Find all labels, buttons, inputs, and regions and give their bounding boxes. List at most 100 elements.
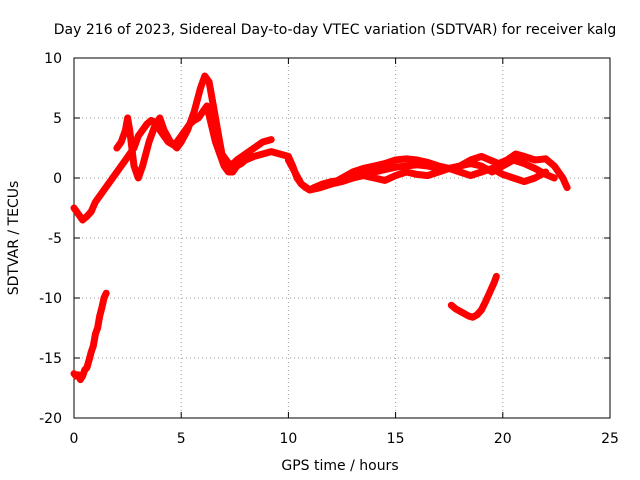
data-point bbox=[195, 115, 202, 121]
data-point bbox=[360, 165, 367, 172]
data-point bbox=[178, 139, 185, 145]
data-point bbox=[403, 163, 410, 169]
data-point bbox=[521, 178, 528, 185]
data-point bbox=[424, 159, 431, 166]
data-point bbox=[161, 127, 167, 133]
data-point bbox=[88, 349, 95, 355]
data-point bbox=[478, 163, 485, 169]
y-axis-label: SDTVAR / TECUs bbox=[6, 181, 22, 296]
data-point bbox=[478, 307, 485, 313]
data-point bbox=[98, 304, 105, 311]
data-point bbox=[491, 279, 498, 286]
data-point bbox=[551, 175, 558, 181]
data-point bbox=[392, 157, 399, 163]
series-track-4 bbox=[327, 164, 550, 188]
data-point bbox=[532, 165, 538, 172]
data-point bbox=[143, 121, 150, 127]
data-point bbox=[83, 213, 90, 220]
data-point bbox=[268, 148, 275, 155]
x-tick-label: 25 bbox=[601, 431, 619, 447]
data-point bbox=[242, 151, 249, 157]
data-point bbox=[559, 175, 566, 181]
data-point bbox=[564, 184, 571, 191]
data-point bbox=[456, 163, 463, 169]
data-point bbox=[392, 164, 399, 171]
data-point bbox=[493, 273, 500, 280]
data-point bbox=[139, 127, 146, 133]
grid-lines bbox=[74, 58, 610, 418]
data-point bbox=[90, 343, 97, 349]
data-point bbox=[499, 171, 506, 178]
data-point bbox=[448, 302, 455, 309]
y-tick-label: -10 bbox=[39, 291, 62, 307]
data-point bbox=[105, 181, 112, 187]
data-point bbox=[146, 139, 152, 145]
data-point bbox=[79, 217, 86, 223]
data-point bbox=[542, 155, 549, 162]
data-point bbox=[482, 298, 489, 305]
chart-title: Day 216 of 2023, Sidereal Day-to-day VTE… bbox=[54, 22, 616, 38]
data-point bbox=[512, 151, 519, 157]
data-point bbox=[456, 308, 463, 315]
data-point bbox=[251, 145, 258, 151]
x-tick-label: 5 bbox=[177, 431, 186, 447]
data-point bbox=[521, 153, 528, 160]
data-point bbox=[86, 357, 92, 364]
data-point bbox=[126, 127, 133, 133]
data-point bbox=[101, 295, 107, 301]
data-point bbox=[285, 157, 292, 163]
y-tick-label: -5 bbox=[48, 231, 62, 247]
data-point bbox=[452, 305, 459, 312]
data-point bbox=[124, 115, 131, 121]
data-point bbox=[298, 181, 305, 187]
data-point bbox=[381, 177, 388, 184]
data-point bbox=[317, 184, 324, 191]
data-point bbox=[203, 103, 210, 109]
data-point bbox=[456, 169, 463, 175]
data-point bbox=[328, 181, 335, 187]
data-point bbox=[551, 163, 558, 169]
data-point bbox=[349, 175, 356, 181]
data-point bbox=[542, 169, 549, 175]
data-point bbox=[199, 109, 206, 115]
data-point bbox=[461, 310, 468, 317]
data-point bbox=[79, 373, 86, 379]
data-point bbox=[349, 169, 356, 175]
data-point bbox=[424, 172, 431, 179]
data-point bbox=[486, 157, 493, 163]
data-point bbox=[88, 208, 95, 215]
y-tick-label: -15 bbox=[39, 351, 62, 367]
data-point bbox=[381, 166, 388, 173]
data-point bbox=[446, 165, 453, 172]
data-point bbox=[469, 314, 476, 321]
data-point bbox=[306, 187, 313, 193]
y-tick-label: 5 bbox=[53, 111, 62, 127]
y-tick-label: 10 bbox=[44, 51, 62, 67]
data-point bbox=[148, 117, 155, 124]
data-point bbox=[83, 364, 90, 371]
data-point bbox=[478, 169, 485, 175]
data-point bbox=[156, 115, 163, 121]
data-point bbox=[495, 160, 502, 167]
data-point bbox=[474, 311, 481, 318]
y-tick-label: -20 bbox=[39, 411, 62, 427]
data-point bbox=[532, 175, 538, 181]
data-point bbox=[435, 163, 442, 169]
data-point bbox=[103, 290, 110, 297]
data-point bbox=[414, 157, 420, 163]
data-point bbox=[221, 163, 228, 169]
data-point bbox=[504, 157, 511, 163]
data-point bbox=[109, 175, 116, 181]
data-point bbox=[467, 157, 474, 163]
data-point bbox=[403, 155, 410, 162]
x-tick-label: 20 bbox=[494, 431, 512, 447]
data-point bbox=[268, 136, 275, 143]
data-point bbox=[131, 163, 137, 169]
data-point bbox=[223, 157, 230, 163]
x-axis-label: GPS time / hours bbox=[281, 458, 398, 474]
data-point bbox=[96, 313, 103, 319]
series-track-2 bbox=[113, 72, 275, 182]
data-point bbox=[486, 289, 493, 295]
data-point bbox=[75, 211, 82, 217]
